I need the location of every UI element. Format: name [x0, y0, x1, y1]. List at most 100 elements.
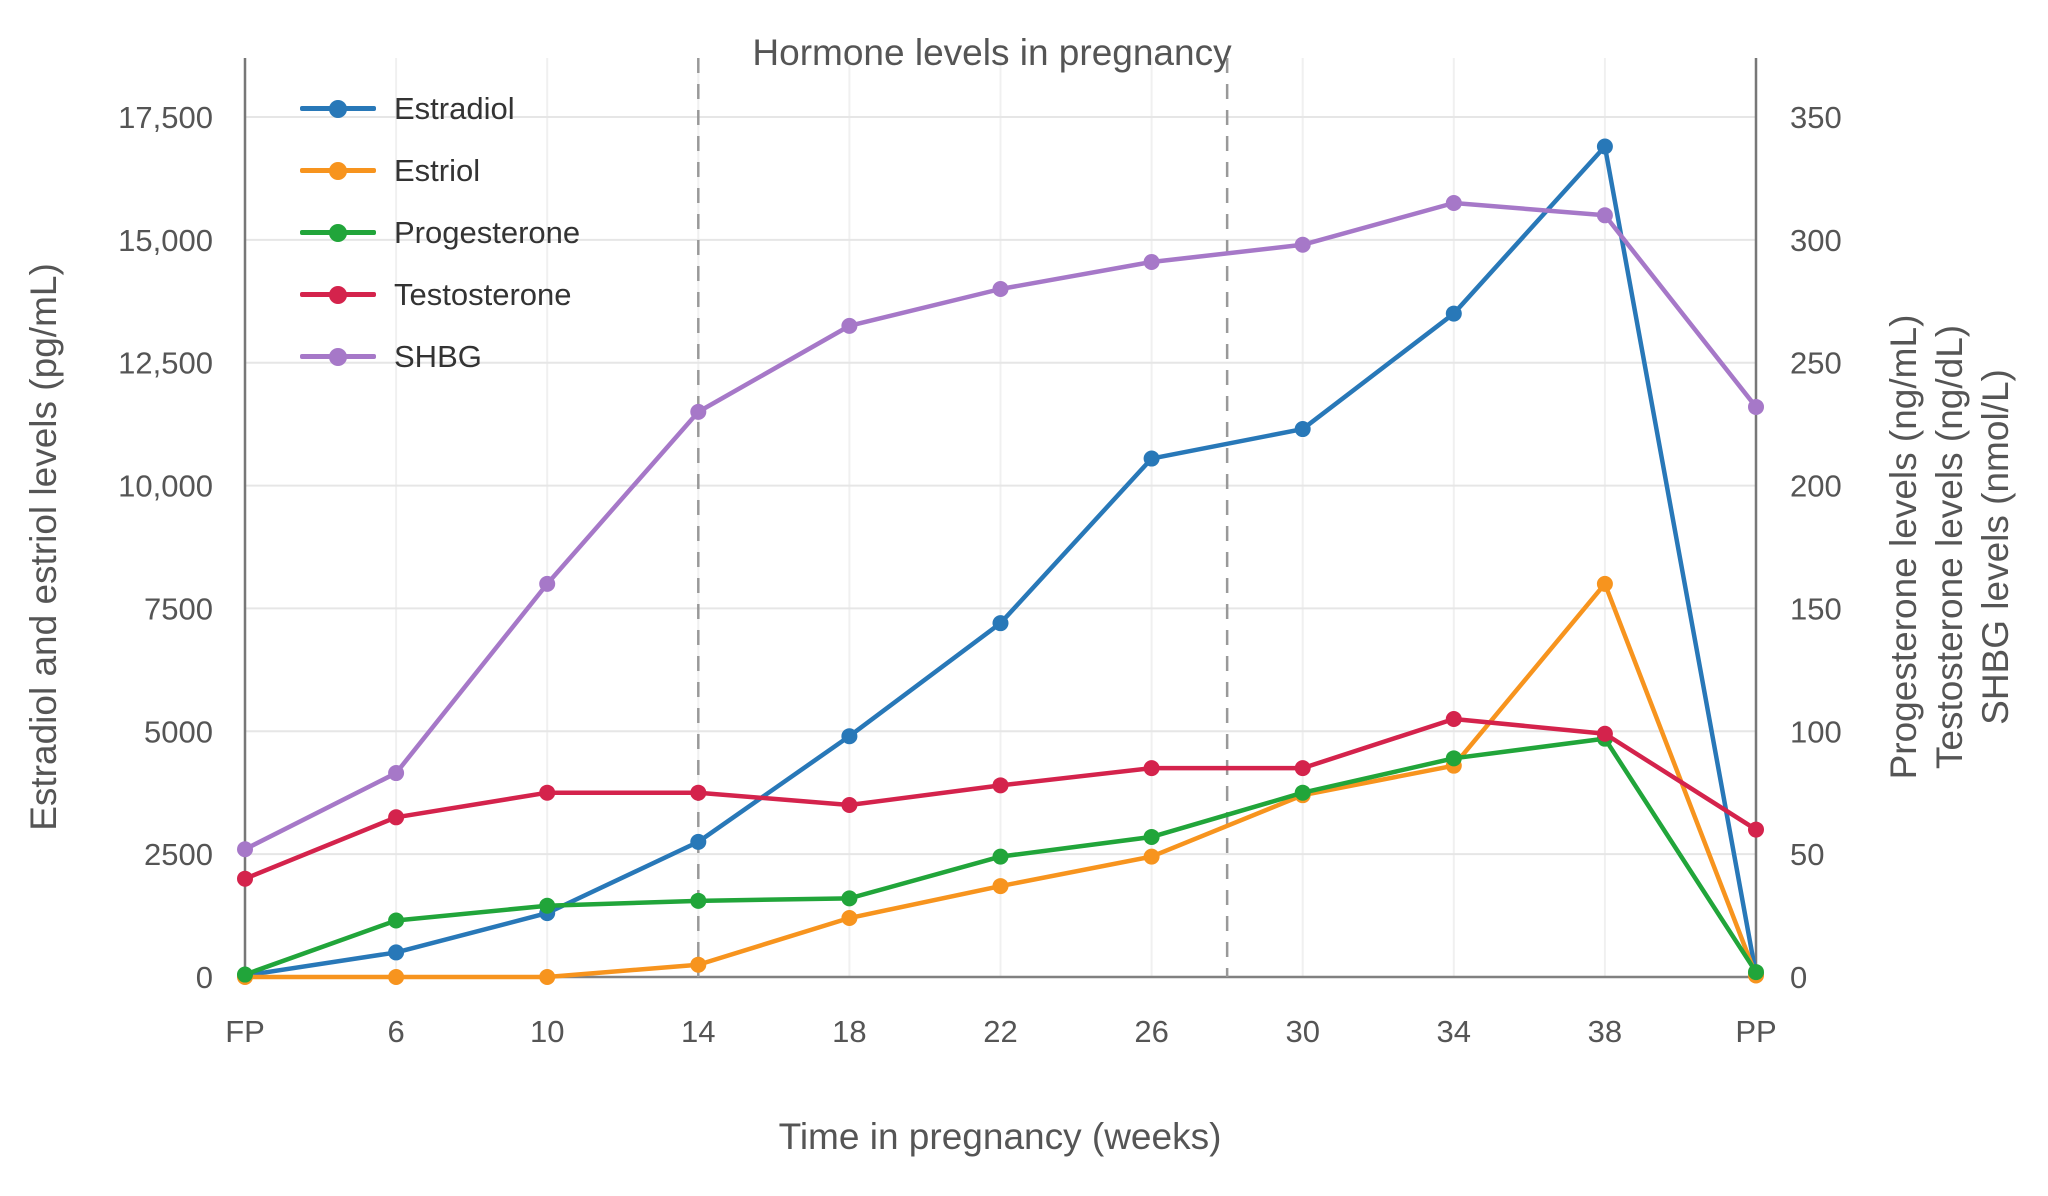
legend-dot-marker — [329, 99, 347, 118]
left-axis-tick-label: 2500 — [144, 837, 213, 872]
series-marker-progesterone — [1445, 750, 1462, 767]
x-tick-label: 14 — [681, 1014, 715, 1049]
series-marker-estriol — [539, 969, 556, 985]
series-marker-progesterone — [690, 892, 707, 909]
left-axis-tick-label: 17,500 — [118, 100, 213, 135]
legend: Estradiol Estriol Progesterone Testosterone… — [300, 90, 580, 375]
series-marker-shbg — [1294, 236, 1311, 253]
left-axis-tick-label: 12,500 — [118, 346, 213, 381]
right-axis-title-testosterone: Testosterone levels (ng/dL) — [1929, 324, 1970, 770]
right-axis-title-shbg: SHBG levels (nmol/L) — [1975, 369, 2016, 725]
legend-label: Estriol — [394, 152, 481, 188]
legend-dot-marker — [329, 161, 347, 180]
x-tick-label: PP — [1735, 1014, 1776, 1049]
legend-item-progesterone[interactable]: Progesterone — [300, 214, 580, 251]
series-marker-shbg — [1445, 195, 1462, 211]
series-marker-progesterone — [1748, 964, 1764, 981]
x-tick-label: 26 — [1134, 1014, 1168, 1049]
x-tick-label: 18 — [832, 1014, 866, 1049]
x-tick-label: 30 — [1285, 1014, 1319, 1049]
series-marker-testosterone — [237, 870, 253, 887]
series-marker-estradiol — [841, 728, 858, 745]
legend-item-estriol[interactable]: Estriol — [300, 152, 580, 189]
legend-label: Progesterone — [394, 214, 581, 250]
right-axis-tick-label: 0 — [1790, 960, 1807, 995]
x-axis-title: Time in pregnancy (weeks) — [778, 1116, 1222, 1157]
series-marker-testosterone — [690, 784, 707, 801]
right-axis-title-progesterone: Progesterone levels (ng/mL) — [1883, 314, 1924, 780]
legend-line-swatch — [300, 285, 376, 304]
series-marker-estradiol — [1596, 138, 1613, 155]
legend-item-shbg[interactable]: SHBG — [300, 338, 580, 375]
legend-label: SHBG — [394, 338, 482, 374]
left-axis-title: Estradiol and estriol levels (pg/mL) — [23, 263, 64, 831]
series-marker-estradiol — [1445, 305, 1462, 322]
legend-dot-marker — [329, 285, 347, 304]
right-axis-tick-label: 50 — [1790, 837, 1824, 872]
series-marker-shbg — [388, 765, 405, 782]
series-marker-progesterone — [1143, 828, 1160, 845]
series-marker-estriol — [992, 878, 1009, 895]
right-axis-tick-label: 350 — [1790, 100, 1842, 135]
series-marker-estriol — [690, 956, 707, 973]
x-tick-label: 22 — [983, 1014, 1017, 1049]
series-marker-shbg — [1748, 398, 1764, 415]
series-marker-shbg — [992, 281, 1009, 297]
x-tick-label: 6 — [387, 1014, 404, 1049]
series-marker-estradiol — [388, 944, 405, 961]
right-axis-tick-label: 250 — [1790, 346, 1842, 381]
series-marker-testosterone — [539, 784, 556, 801]
series-marker-shbg — [841, 317, 858, 334]
legend-line-swatch — [300, 223, 376, 242]
x-tick-label: 34 — [1437, 1014, 1471, 1049]
right-axis-tick-label: 200 — [1790, 469, 1842, 504]
series-marker-progesterone — [1294, 784, 1311, 801]
series-marker-estriol — [1596, 575, 1613, 592]
x-tick-label: 10 — [530, 1014, 564, 1049]
series-marker-progesterone — [539, 897, 556, 914]
series-marker-estradiol — [690, 833, 707, 850]
series-marker-testosterone — [1748, 821, 1764, 838]
legend-line-swatch — [300, 347, 376, 366]
left-axis-tick-label: 7500 — [144, 591, 213, 626]
series-marker-estriol — [388, 969, 405, 985]
chart-title: Hormone levels in pregnancy — [752, 32, 1232, 73]
right-axis-tick-label: 300 — [1790, 223, 1842, 258]
x-tick-label: 38 — [1588, 1014, 1622, 1049]
series-marker-progesterone — [841, 890, 858, 907]
series-marker-testosterone — [388, 809, 405, 826]
series-marker-estradiol — [1143, 450, 1160, 467]
series-marker-testosterone — [1596, 725, 1613, 742]
left-axis-tick-label: 5000 — [144, 714, 213, 749]
legend-dot-marker — [329, 347, 347, 366]
legend-line-swatch — [300, 99, 376, 118]
series-marker-shbg — [539, 575, 556, 592]
legend-dot-marker — [329, 223, 347, 242]
series-marker-testosterone — [1445, 711, 1462, 727]
series-marker-shbg — [690, 403, 707, 420]
series-marker-estradiol — [992, 615, 1009, 632]
series-marker-shbg — [1143, 253, 1160, 270]
series-marker-progesterone — [388, 912, 405, 929]
right-axis-tick-label: 150 — [1790, 591, 1842, 626]
left-axis-tick-label: 15,000 — [118, 223, 213, 258]
series-marker-testosterone — [992, 777, 1009, 794]
series-marker-progesterone — [992, 848, 1009, 865]
series-marker-testosterone — [1294, 760, 1311, 777]
series-marker-shbg — [237, 841, 253, 858]
series-marker-estriol — [841, 910, 858, 927]
series-marker-shbg — [1596, 207, 1613, 224]
series-marker-testosterone — [1143, 760, 1160, 777]
right-axis-title: Progesterone levels (ng/mL) Testosterone… — [1881, 315, 2019, 780]
legend-line-swatch — [300, 161, 376, 180]
legend-item-estradiol[interactable]: Estradiol — [300, 90, 580, 127]
series-marker-estriol — [1143, 848, 1160, 865]
legend-item-testosterone[interactable]: Testosterone — [300, 276, 580, 313]
right-axis-tick-label: 100 — [1790, 714, 1842, 749]
series-marker-progesterone — [237, 966, 253, 983]
legend-label: Estradiol — [394, 90, 515, 126]
series-marker-testosterone — [841, 797, 858, 813]
x-tick-label: FP — [225, 1014, 265, 1049]
